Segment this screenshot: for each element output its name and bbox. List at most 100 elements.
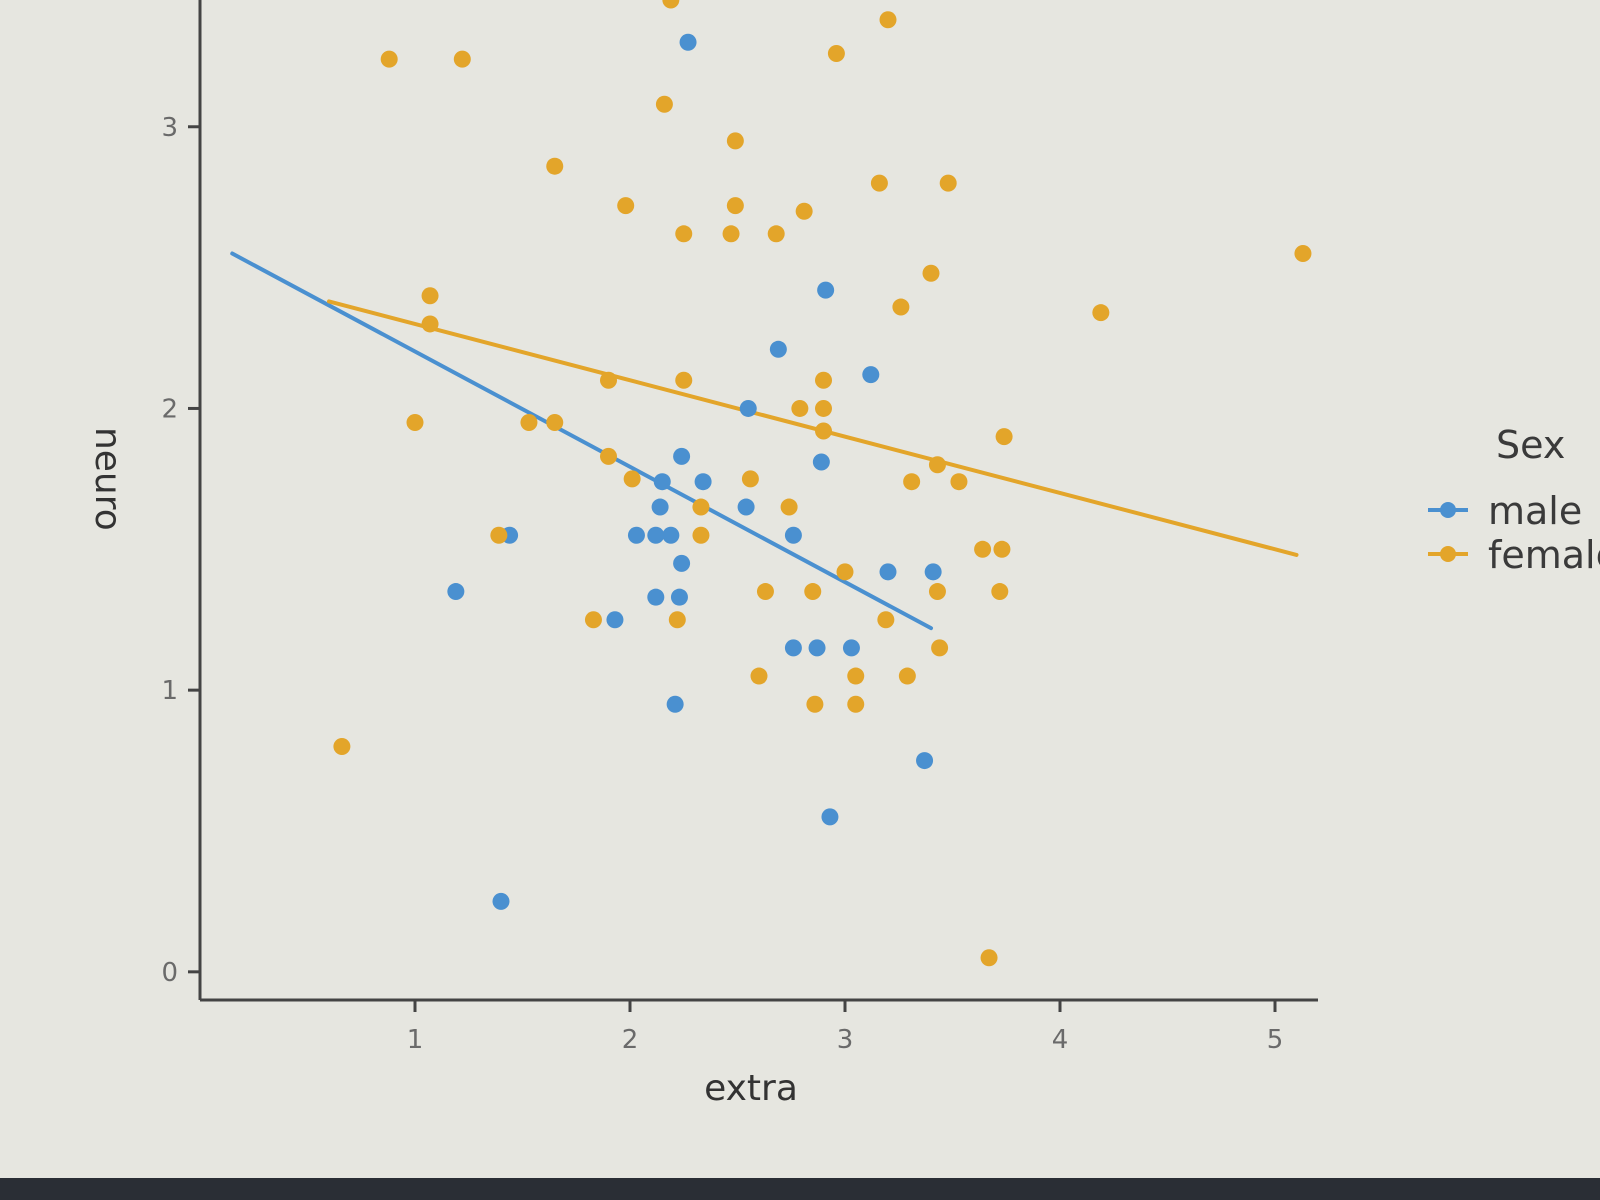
point-male-0 — [679, 33, 697, 51]
point-female-10 — [617, 197, 635, 215]
data-points — [333, 0, 1312, 967]
point-female-1 — [879, 11, 897, 29]
point-male-2 — [769, 340, 787, 358]
point-female-33 — [928, 456, 946, 474]
point-female-51 — [877, 611, 895, 629]
point-female-44 — [836, 563, 854, 581]
point-male-24 — [808, 639, 826, 657]
point-female-55 — [898, 667, 916, 685]
point-female-37 — [950, 473, 968, 491]
y-axis-title: neuro — [87, 427, 128, 531]
point-female-34 — [623, 470, 641, 488]
point-female-14 — [722, 225, 740, 243]
taskbar-strip — [0, 1178, 1600, 1200]
axes — [198, 0, 1318, 1002]
point-male-10 — [737, 498, 755, 516]
point-male-14 — [662, 526, 680, 544]
point-male-4 — [739, 399, 757, 417]
point-female-16 — [1294, 245, 1312, 263]
point-male-8 — [694, 473, 712, 491]
point-female-28 — [520, 414, 538, 432]
point-female-31 — [995, 428, 1013, 446]
point-female-57 — [847, 695, 865, 713]
point-female-52 — [931, 639, 949, 657]
point-male-19 — [447, 583, 465, 601]
y-tick-label-2: 2 — [161, 394, 178, 424]
point-female-24 — [815, 371, 832, 389]
point-male-7 — [653, 473, 671, 491]
point-male-6 — [812, 453, 830, 471]
point-female-3 — [453, 50, 471, 68]
fit-line-female — [327, 299, 1299, 557]
y-tick-label-0: 0 — [161, 958, 178, 988]
point-female-18 — [421, 287, 439, 305]
point-male-18 — [924, 563, 942, 581]
point-male-17 — [879, 563, 897, 581]
point-female-2 — [380, 50, 398, 68]
point-male-3 — [862, 366, 880, 384]
point-female-42 — [974, 540, 992, 558]
point-female-53 — [750, 667, 768, 685]
point-male-13 — [647, 526, 665, 544]
point-female-20 — [1092, 304, 1110, 322]
point-female-50 — [668, 611, 686, 629]
point-female-59 — [980, 949, 998, 967]
fit-line-male — [230, 251, 933, 631]
point-female-17 — [922, 264, 940, 282]
point-female-7 — [546, 157, 564, 175]
point-female-46 — [804, 583, 822, 601]
fit-lines — [230, 251, 1299, 631]
point-female-43 — [993, 540, 1011, 558]
x-tick-label-5: 5 — [1267, 1025, 1284, 1055]
point-female-0 — [662, 0, 680, 9]
point-male-20 — [647, 588, 665, 606]
axis-ticks: 1 2 3 4 5 0 1 2 3 — [161, 113, 1283, 1055]
point-female-12 — [795, 202, 813, 220]
point-female-27 — [406, 414, 424, 432]
y-tick-label-1: 1 — [161, 676, 178, 706]
legend-title: Sex — [1496, 423, 1565, 467]
legend-label-male: male — [1488, 489, 1582, 533]
point-female-40 — [490, 526, 508, 544]
legend-key-dot-female — [1440, 546, 1456, 562]
point-male-28 — [821, 808, 839, 826]
point-female-9 — [939, 174, 957, 192]
point-male-12 — [627, 526, 645, 544]
point-male-27 — [916, 752, 934, 770]
point-female-26 — [815, 399, 832, 417]
point-male-21 — [670, 588, 688, 606]
point-female-6 — [726, 132, 744, 150]
x-axis-title: extra — [704, 1068, 798, 1109]
point-female-58 — [333, 737, 351, 755]
point-female-13 — [675, 225, 693, 243]
point-male-9 — [651, 498, 669, 516]
point-female-47 — [928, 583, 946, 601]
x-tick-label-3: 3 — [837, 1025, 854, 1055]
x-tick-label-4: 4 — [1052, 1025, 1069, 1055]
point-female-38 — [692, 498, 710, 516]
point-female-48 — [991, 583, 1009, 601]
point-female-5 — [655, 95, 673, 113]
point-male-15 — [784, 526, 802, 544]
point-female-23 — [675, 371, 693, 389]
point-female-19 — [892, 298, 910, 316]
x-tick-label-1: 1 — [407, 1025, 424, 1055]
point-male-29 — [492, 892, 510, 910]
point-male-26 — [666, 695, 684, 713]
point-female-49 — [584, 611, 602, 629]
legend-items: malefemale — [1428, 489, 1600, 577]
point-female-32 — [600, 447, 617, 465]
point-male-1 — [817, 281, 835, 299]
legend: Sex malefemale — [1428, 423, 1600, 577]
point-female-15 — [767, 225, 785, 243]
point-female-21 — [421, 315, 439, 333]
y-tick-label-3: 3 — [161, 113, 178, 143]
point-male-22 — [606, 611, 624, 629]
point-female-39 — [780, 498, 798, 516]
point-female-29 — [546, 414, 564, 432]
point-female-45 — [756, 583, 774, 601]
point-female-22 — [600, 371, 617, 389]
legend-key-dot-male — [1440, 502, 1456, 518]
point-female-30 — [815, 422, 832, 440]
